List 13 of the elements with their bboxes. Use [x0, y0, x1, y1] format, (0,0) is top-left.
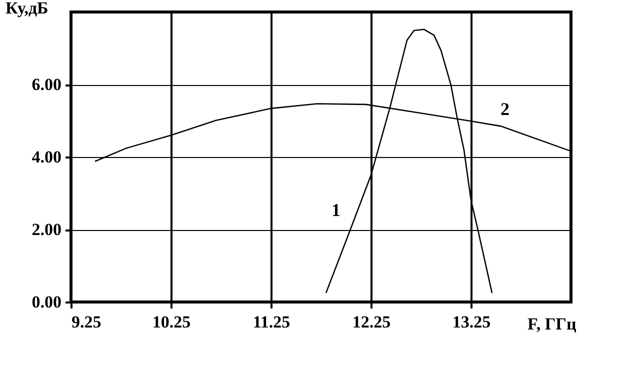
x-tick-label: 11.25	[252, 312, 290, 332]
y-tick-label: 4.00	[32, 148, 62, 166]
series-label: 2	[500, 99, 510, 120]
y-tick-label: 2.00	[32, 220, 62, 239]
x-tick-label: 9.25	[72, 312, 102, 332]
x-tick-label: 13.25	[452, 312, 491, 332]
y-axis-title: Ку,дБ	[6, 0, 48, 18]
x-tick-label: 10.25	[152, 312, 191, 332]
x-tick-label: 12.25	[352, 312, 391, 332]
x-axis-title: F, ГГц	[528, 314, 576, 334]
series-label: 1	[332, 200, 340, 220]
y-tick-label: 6.00	[32, 75, 62, 94]
y-tick-label: 0.00	[32, 292, 62, 312]
